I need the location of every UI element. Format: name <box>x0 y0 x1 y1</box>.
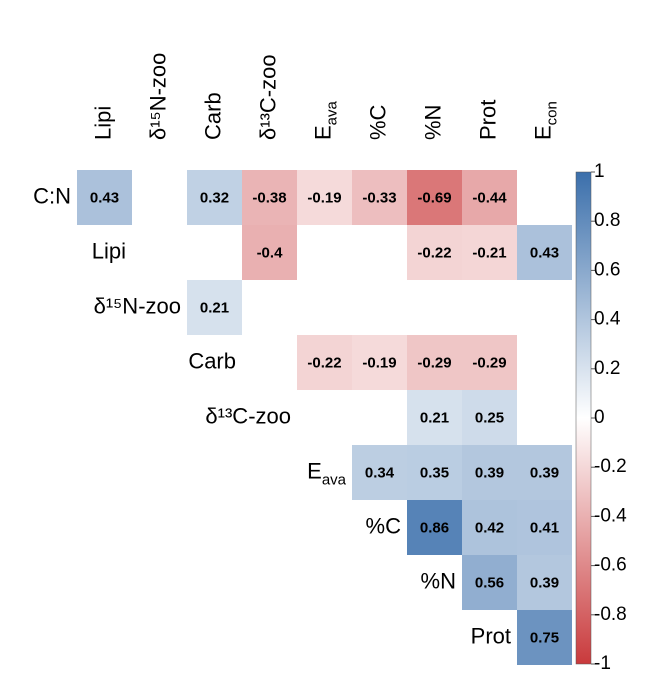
row-label: Carb <box>188 348 236 373</box>
cell-label: -0.19 <box>307 189 341 206</box>
cell <box>242 225 297 280</box>
row-label: %C <box>366 513 402 538</box>
colorbar-tick-label: 0.6 <box>594 259 620 280</box>
cell <box>407 170 462 225</box>
cell <box>407 445 462 500</box>
cell-label: -0.4 <box>257 244 284 261</box>
column-label: Carb <box>200 92 225 140</box>
cell-label: 0.25 <box>475 409 504 426</box>
column-label: Lipi <box>90 106 115 140</box>
cell-label: 0.34 <box>365 464 395 481</box>
cell-label: 0.56 <box>475 574 504 591</box>
row-label: Lipi <box>92 238 126 263</box>
cell-label: 0.42 <box>475 519 504 536</box>
colorbar <box>575 171 592 665</box>
column-label: Prot <box>475 100 500 140</box>
row-label: δ¹⁵N-zoo <box>94 293 181 318</box>
cell-label: 0.32 <box>200 189 229 206</box>
cell <box>297 170 352 225</box>
cell <box>462 170 517 225</box>
cell <box>407 335 462 390</box>
cell <box>517 610 572 665</box>
colorbar-tick-label: -0.2 <box>594 456 627 477</box>
column-label: δ¹³C-zoo <box>255 54 280 140</box>
cell-label: -0.29 <box>417 354 451 371</box>
column-label-base: E <box>310 125 335 140</box>
row-label: Eava <box>307 458 347 489</box>
cell-label: -0.22 <box>307 354 341 371</box>
column-label-base: E <box>530 125 555 140</box>
cell-label: 0.39 <box>475 464 504 481</box>
cell-label: 0.41 <box>530 519 559 536</box>
colorbar-tick-label: -0.8 <box>594 604 627 625</box>
row-label-sub: ava <box>322 472 347 489</box>
colorbar-tick-label: 1 <box>594 161 605 182</box>
cell-label: 0.21 <box>200 299 229 316</box>
cell-label: -0.19 <box>362 354 396 371</box>
row-label: C:N <box>33 183 71 208</box>
cell <box>517 500 572 555</box>
cell <box>407 390 462 445</box>
column-label: δ¹⁵N-zoo <box>145 53 170 140</box>
cell-label: 0.43 <box>90 189 119 206</box>
cell-label: 0.43 <box>530 244 559 261</box>
colorbar-tick-label: -1 <box>594 653 611 674</box>
cell <box>407 225 462 280</box>
cell <box>462 555 517 610</box>
cell-label: 0.75 <box>530 629 559 646</box>
cell <box>352 335 407 390</box>
column-label: Eava <box>310 100 341 140</box>
column-label: Econ <box>530 101 561 140</box>
cell <box>517 555 572 610</box>
cell <box>462 225 517 280</box>
cell <box>187 170 242 225</box>
row-label: Prot <box>471 623 511 648</box>
cell-label: 0.21 <box>420 409 449 426</box>
cell <box>517 225 572 280</box>
colorbar-tick-label: 0.2 <box>594 358 620 379</box>
cell <box>352 445 407 500</box>
cell <box>462 390 517 445</box>
cell-label: -0.29 <box>472 354 506 371</box>
cell <box>407 500 462 555</box>
cell-label: -0.22 <box>417 244 451 261</box>
cell <box>517 445 572 500</box>
cell-label: 0.39 <box>530 574 559 591</box>
cell-label: -0.38 <box>252 189 286 206</box>
cell <box>187 280 242 335</box>
cell-label: 0.35 <box>420 464 449 481</box>
cell <box>77 170 132 225</box>
cell <box>242 170 297 225</box>
colorbar-tick-label: 0 <box>594 407 605 428</box>
cell <box>297 335 352 390</box>
column-label-sub: con <box>544 101 561 125</box>
row-label-base: E <box>307 458 322 483</box>
cell <box>462 335 517 390</box>
column-label: %C <box>365 104 390 140</box>
colorbar-tick-label: 0.4 <box>594 309 621 330</box>
column-label: %N <box>420 105 445 140</box>
colorbar-tick-label: 0.8 <box>594 210 620 231</box>
row-label: δ¹³C-zoo <box>205 403 291 428</box>
cell <box>462 500 517 555</box>
cell-label: -0.33 <box>362 189 396 206</box>
cell <box>352 170 407 225</box>
cell-label: 0.39 <box>530 464 559 481</box>
row-label: %N <box>421 568 456 593</box>
cell-label: 0.86 <box>420 519 449 536</box>
cell-label: -0.44 <box>472 189 507 206</box>
cell-label: -0.69 <box>417 189 451 206</box>
column-label-sub: ava <box>324 100 341 125</box>
cell-label: -0.21 <box>472 244 506 261</box>
cell <box>462 445 517 500</box>
colorbar-tick-label: -0.4 <box>594 505 627 526</box>
colorbar-tick-label: -0.6 <box>594 555 627 576</box>
